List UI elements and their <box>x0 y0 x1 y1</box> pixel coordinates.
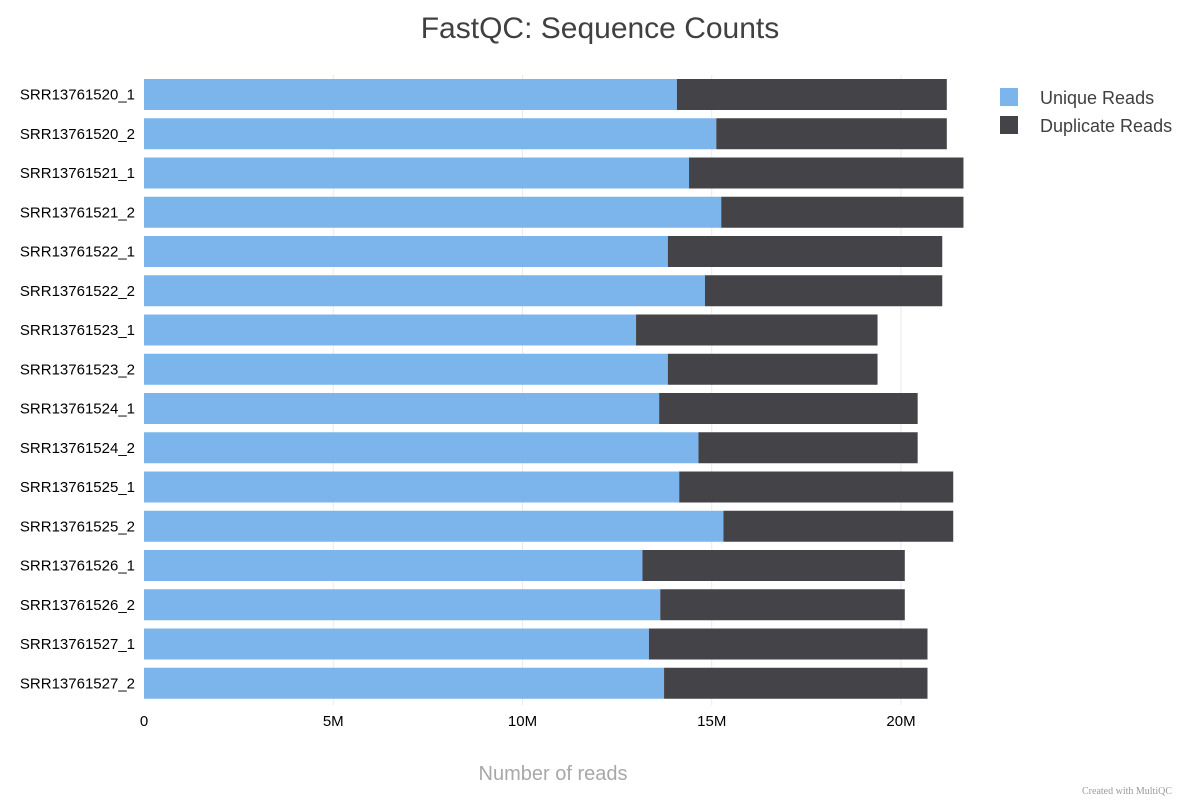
category-label: SRR13761526_1 <box>20 558 135 575</box>
bar-unique-reads[interactable] <box>144 196 722 228</box>
bar-unique-reads[interactable] <box>144 667 665 699</box>
bar-unique-reads[interactable] <box>144 118 717 150</box>
category-label: SRR13761521_2 <box>20 204 135 221</box>
bar-duplicate-reads[interactable] <box>704 275 943 307</box>
bar-duplicate-reads[interactable] <box>642 550 905 581</box>
category-label: SRR13761524_2 <box>20 440 135 457</box>
bar-unique-reads[interactable] <box>144 236 668 267</box>
category-label: SRR13761524_1 <box>20 401 135 418</box>
category-label: SRR13761525_1 <box>20 479 135 496</box>
category-label: SRR13761520_2 <box>20 126 135 143</box>
bar-unique-reads[interactable] <box>144 275 705 307</box>
bar-unique-reads[interactable] <box>144 550 643 581</box>
category-labels: SRR13761520_1 SRR13761520_2 SRR13761521_1 S… <box>20 87 135 693</box>
bar-unique-reads[interactable] <box>144 157 690 189</box>
bar-duplicate-reads[interactable] <box>664 667 928 699</box>
category-label: SRR13761526_2 <box>20 597 135 614</box>
bar-unique-reads[interactable] <box>144 471 680 503</box>
bar-unique-reads[interactable] <box>144 589 661 621</box>
bar-duplicate-reads[interactable] <box>679 471 954 503</box>
bar-duplicate-reads[interactable] <box>721 196 964 228</box>
x-tick-label: 20M <box>886 713 915 730</box>
category-label: SRR13761521_1 <box>20 165 135 182</box>
x-tick-label: 10M <box>508 713 537 730</box>
legend-item-label[interactable]: Unique Reads <box>1040 88 1154 108</box>
bar-duplicate-reads[interactable] <box>676 79 947 110</box>
category-label: SRR13761527_1 <box>20 636 135 653</box>
bar-duplicate-reads[interactable] <box>648 628 928 660</box>
credit-text: Created with MultiQC <box>1082 786 1172 797</box>
bar-duplicate-reads[interactable] <box>723 510 954 542</box>
category-label: SRR13761527_2 <box>20 675 135 692</box>
legend: Unique Reads Duplicate Reads <box>1000 88 1172 136</box>
bar-unique-reads[interactable] <box>144 314 637 346</box>
bar-unique-reads[interactable] <box>144 79 677 110</box>
legend-swatch <box>1000 88 1018 106</box>
chart-title: FastQC: Sequence Counts <box>421 12 780 45</box>
bar-unique-reads[interactable] <box>144 393 660 424</box>
category-label: SRR13761523_2 <box>20 361 135 378</box>
category-label: SRR13761520_1 <box>20 87 135 104</box>
bar-duplicate-reads[interactable] <box>659 393 918 424</box>
bar-unique-reads[interactable] <box>144 432 699 464</box>
x-tick-labels: 0 5M 10M 15M 20M <box>140 713 916 730</box>
x-tick-label: 15M <box>697 713 726 730</box>
bar-duplicate-reads[interactable] <box>698 432 918 464</box>
bar-duplicate-reads[interactable] <box>667 353 878 385</box>
x-tick-label: 0 <box>140 713 148 730</box>
bar-duplicate-reads[interactable] <box>689 157 964 189</box>
bar-duplicate-reads[interactable] <box>636 314 878 346</box>
bar-unique-reads[interactable] <box>144 353 668 385</box>
category-label: SRR13761525_2 <box>20 518 135 535</box>
bars <box>144 79 964 699</box>
bar-unique-reads[interactable] <box>144 628 649 660</box>
bar-duplicate-reads[interactable] <box>667 236 943 267</box>
category-label: SRR13761523_1 <box>20 322 135 339</box>
legend-item-label[interactable]: Duplicate Reads <box>1040 116 1172 136</box>
x-tick-label: 5M <box>323 713 344 730</box>
legend-swatch <box>1000 116 1018 134</box>
x-axis-title: Number of reads <box>479 763 628 785</box>
category-label: SRR13761522_2 <box>20 283 135 300</box>
category-label: SRR13761522_1 <box>20 244 135 261</box>
bar-unique-reads[interactable] <box>144 510 724 542</box>
bar-duplicate-reads[interactable] <box>660 589 905 621</box>
bar-duplicate-reads[interactable] <box>716 118 947 150</box>
